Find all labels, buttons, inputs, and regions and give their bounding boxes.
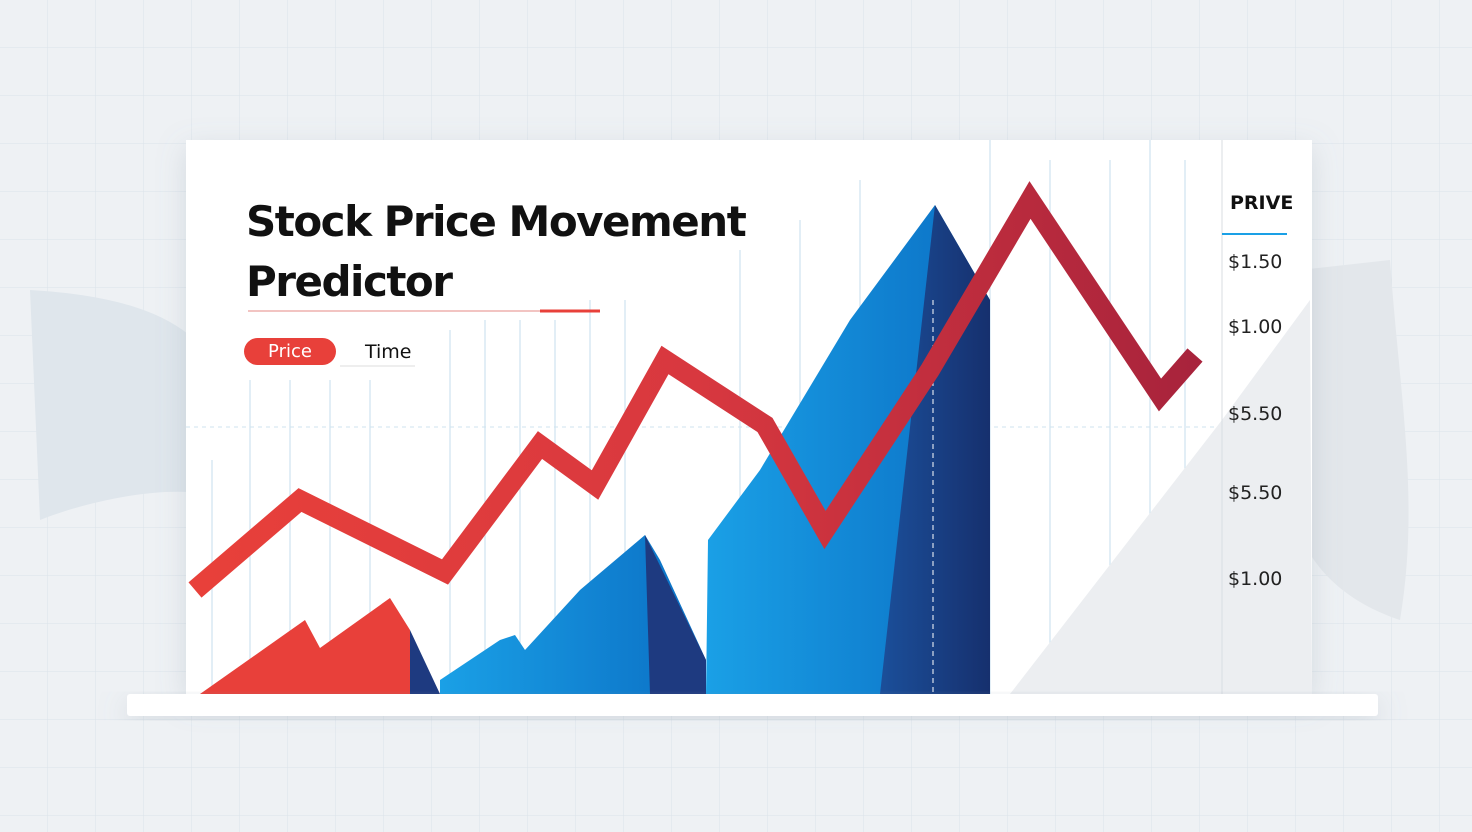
leaf-decoration — [1290, 260, 1409, 620]
title: Predictor — [246, 257, 453, 306]
tab-label[interactable]: Price — [268, 341, 312, 362]
red-area — [200, 598, 410, 694]
price-line — [188, 181, 1203, 598]
title: Stock Price Movement — [246, 197, 747, 246]
axis-label: $1.00 — [1228, 568, 1282, 590]
tab-price[interactable] — [244, 338, 336, 365]
blue-area — [440, 535, 706, 694]
tab-label[interactable]: Time — [364, 341, 412, 363]
axis-label: $5.50 — [1228, 482, 1282, 504]
base-shelf — [127, 694, 1378, 716]
leaf-decoration — [30, 290, 235, 520]
axis-label: $1.50 — [1228, 251, 1282, 273]
dark-area — [645, 535, 706, 694]
shade — [1010, 300, 1312, 694]
axis-header: PRIVE — [1230, 192, 1293, 214]
axis-label: $5.50 — [1228, 403, 1282, 425]
axis-label: $1.00 — [1228, 316, 1282, 338]
dark-area — [410, 630, 440, 694]
